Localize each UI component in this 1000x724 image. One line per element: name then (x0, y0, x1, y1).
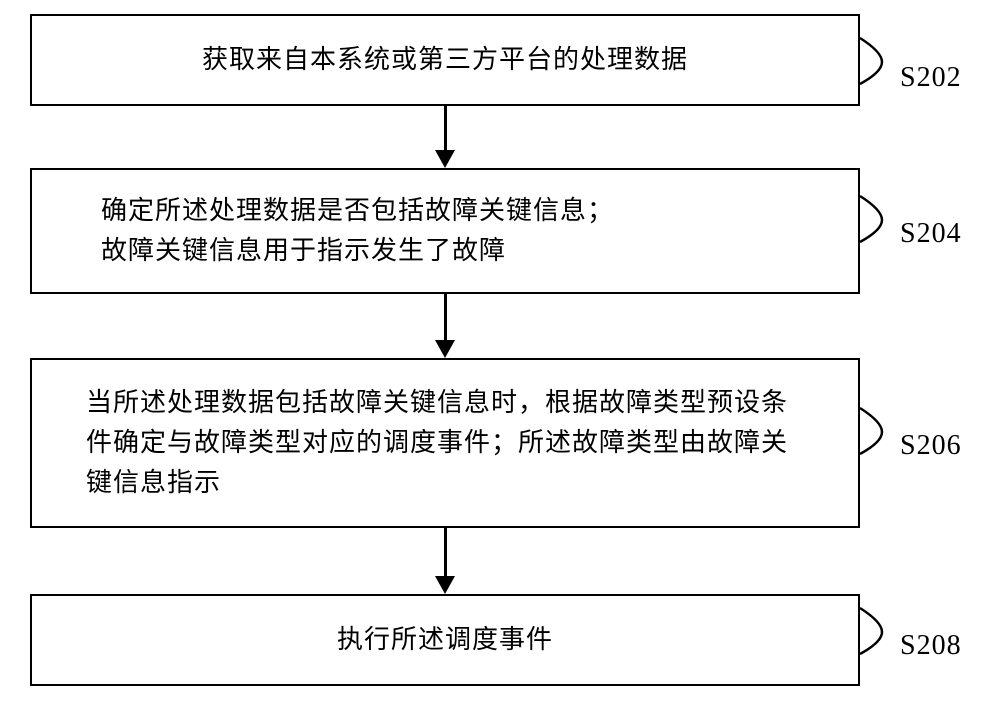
flow-node-s206-text: 当所述处理数据包括故障关键信息时，根据故障类型预设条件确定与故障类型对应的调度事… (56, 383, 834, 504)
flowchart-canvas: 获取来自本系统或第三方平台的处理数据 S202 确定所述处理数据是否包括故障关键… (0, 0, 1000, 724)
flow-node-s202-text: 获取来自本系统或第三方平台的处理数据 (56, 40, 834, 80)
flow-arrow-3 (435, 528, 455, 594)
flow-node-s208: 执行所述调度事件 (30, 594, 860, 686)
step-label-s208: S208 (900, 630, 962, 662)
step-label-s202: S202 (900, 62, 962, 94)
flow-node-s206: 当所述处理数据包括故障关键信息时，根据故障类型预设条件确定与故障类型对应的调度事… (30, 358, 860, 528)
label-connector-s202 (860, 38, 894, 84)
flow-node-s208-text: 执行所述调度事件 (56, 620, 834, 660)
flow-node-s202: 获取来自本系统或第三方平台的处理数据 (30, 14, 860, 106)
flow-node-s204: 确定所述处理数据是否包括故障关键信息；故障关键信息用于指示发生了故障 (30, 168, 860, 294)
step-label-s206: S206 (900, 430, 962, 462)
step-label-s204: S204 (900, 218, 962, 250)
flow-arrow-1 (435, 106, 455, 168)
label-connector-s206 (860, 408, 894, 454)
flow-node-s204-text: 确定所述处理数据是否包括故障关键信息；故障关键信息用于指示发生了故障 (56, 191, 834, 272)
label-connector-s208 (860, 608, 894, 654)
flow-arrow-2 (435, 294, 455, 358)
label-connector-s204 (860, 196, 894, 242)
